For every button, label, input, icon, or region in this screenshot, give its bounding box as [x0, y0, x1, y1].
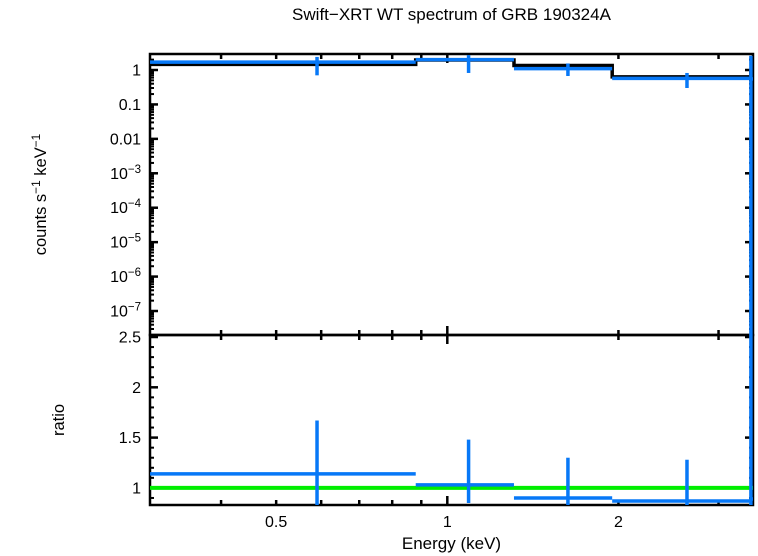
ratio-ytick-label: 2.5	[119, 330, 141, 347]
ratio-ytick-label: 1.5	[119, 430, 141, 447]
spectrum-ytick-label: 0.01	[110, 131, 141, 148]
spectrum-ytick-label: 1	[132, 63, 141, 80]
ratio-y-axis-label: ratio	[50, 404, 68, 436]
chart-title: Swift−XRT WT spectrum of GRB 190324A	[292, 5, 611, 24]
spectrum-panel-border	[148, 52, 755, 337]
spectrum-ytick-label: 10−3	[110, 164, 141, 183]
spectrum-ytick-label: 10−6	[110, 267, 141, 286]
spectrum-y-ticks	[150, 58, 753, 337]
spectrum-data-series	[150, 55, 753, 335]
spectrum-ytick-label: 10−5	[110, 233, 141, 252]
panel-borders	[148, 52, 755, 507]
spectrum-ytick-label: 10−7	[110, 302, 141, 321]
ratio-ytick-label: 1	[132, 480, 141, 497]
ratio-panel-border	[148, 333, 755, 507]
axis-titles: counts s−1 keV−1 ratio Energy (keV)	[29, 133, 501, 553]
x-tick-label: 0.5	[265, 514, 287, 531]
spectrum-y-axis-label: counts s−1 keV−1	[29, 133, 50, 255]
spectrum-ytick-label: 0.1	[119, 97, 141, 114]
spectrum-ytick-label: 10−4	[110, 198, 142, 217]
x-axis-ticks	[219, 54, 720, 505]
axis-tick-labels: 1 0.1 0.01 10−3 10−4 10−5 10−6 10−7 1 1.5 2 2.5 0.5 1…	[110, 63, 623, 532]
x-tick-label: 2	[614, 514, 623, 531]
x-tick-label: 1	[443, 514, 452, 531]
ratio-data-series	[150, 335, 753, 505]
ratio-ytick-label: 2	[132, 380, 141, 397]
x-axis-label: Energy (keV)	[402, 534, 501, 553]
